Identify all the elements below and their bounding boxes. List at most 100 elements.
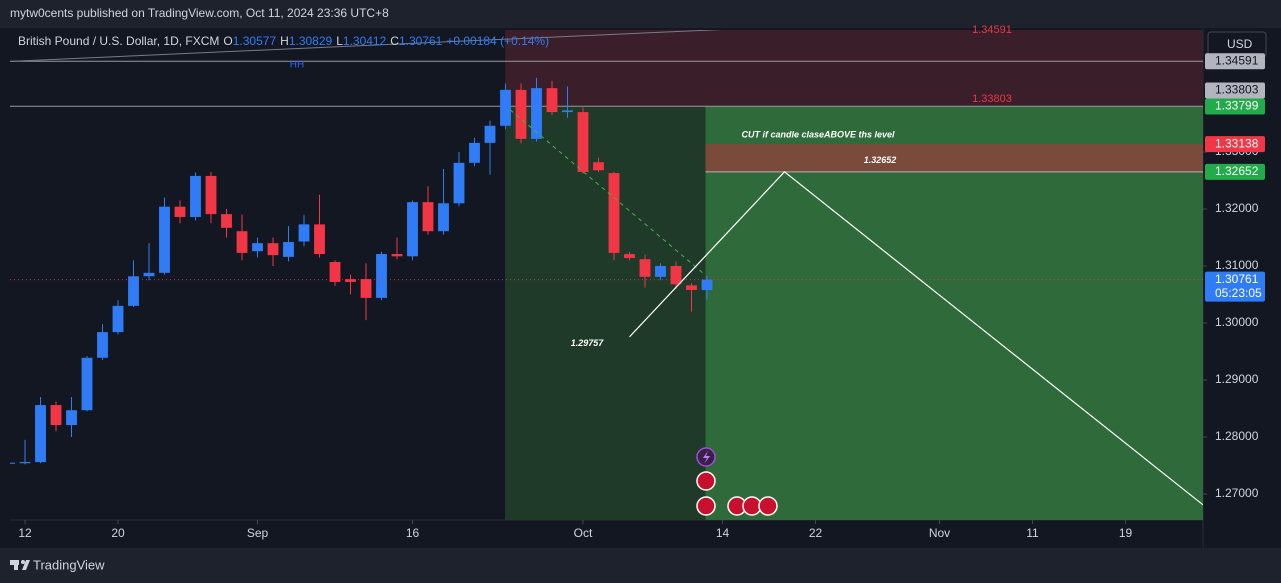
candle-body xyxy=(500,89,511,126)
candle-body xyxy=(190,175,201,217)
footer-bar xyxy=(0,548,1281,583)
legend-value: 1.30412 xyxy=(343,34,387,48)
y-tick-label: 1.27000 xyxy=(1215,486,1259,500)
x-tick-label: 11 xyxy=(1026,526,1039,540)
x-tick-label: Sep xyxy=(247,526,269,540)
candle-body xyxy=(546,88,558,113)
candle-body xyxy=(577,112,589,172)
y-tick-label: 1.28000 xyxy=(1215,429,1259,443)
low-level-text: 1.29757 xyxy=(571,338,605,348)
candle-body xyxy=(97,332,108,358)
candle-body xyxy=(515,89,527,139)
publisher-line: mytw0cents published on TradingView.com,… xyxy=(10,6,389,20)
x-tick-label: 20 xyxy=(111,526,125,540)
price-label-box xyxy=(1205,98,1265,115)
candle-body xyxy=(252,243,263,252)
candle-body xyxy=(360,279,372,298)
price-label: 1.33138 xyxy=(1215,136,1259,150)
price-label-box xyxy=(1205,163,1265,180)
plot-area xyxy=(10,30,1203,520)
candle-body xyxy=(562,110,573,113)
legend-prefix: H xyxy=(280,34,289,48)
candle-body xyxy=(35,405,46,463)
candle-body xyxy=(453,162,465,204)
countdown: 05:23:05 xyxy=(1215,286,1262,300)
candle-body xyxy=(391,254,403,257)
y-tick-label: 1.29000 xyxy=(1215,372,1259,386)
candle-body xyxy=(438,203,449,232)
legend: British Pound / U.S. Dollar, 1D, FXCM O1.… xyxy=(18,34,549,48)
price-label-box xyxy=(1205,53,1265,70)
candle-body xyxy=(593,162,604,171)
x-tick-label: 14 xyxy=(716,526,730,540)
x-tick-label: 19 xyxy=(1119,526,1133,540)
candle-body xyxy=(608,173,620,253)
x-tick-label: 22 xyxy=(809,526,823,540)
price-label: 1.34591 xyxy=(1215,53,1259,67)
dashed-line xyxy=(509,109,706,276)
candle-body xyxy=(701,279,713,291)
price-label: 1.33799 xyxy=(1215,99,1259,113)
candle-body xyxy=(655,265,666,277)
x-tick-label: Nov xyxy=(929,526,950,540)
candle-body xyxy=(314,224,325,255)
candle-body xyxy=(329,262,341,282)
y-tick-label: 1.30000 xyxy=(1215,315,1259,329)
candle-body xyxy=(205,175,217,215)
overlay: 1.27000 1.28000 1.29000 1.30000 1.31000 1.320… xyxy=(18,24,1265,540)
candle-body xyxy=(469,142,480,163)
candle-body xyxy=(159,206,170,273)
price-label-box xyxy=(1205,136,1265,153)
candle-body xyxy=(298,224,310,242)
cut-box xyxy=(705,144,1203,172)
x-tick-label: 16 xyxy=(406,526,420,540)
candle-body xyxy=(345,279,356,282)
candle-body xyxy=(624,254,635,259)
x-tick-label: Oct xyxy=(574,526,593,540)
y-tick-label: 1.31000 xyxy=(1215,258,1259,272)
candle-body xyxy=(236,231,248,253)
candle-body xyxy=(221,214,232,228)
candle-body xyxy=(670,265,682,285)
trend-line xyxy=(10,30,723,62)
candle-body xyxy=(174,206,186,217)
candle-body xyxy=(376,254,387,298)
candle-body xyxy=(422,202,434,232)
price-label: 1.33803 xyxy=(1215,83,1259,97)
candle-body xyxy=(128,276,139,306)
legend-change: +0.00184 (+0.14%) xyxy=(446,34,549,48)
candle-body xyxy=(143,272,155,277)
last-price-box xyxy=(1205,271,1265,302)
legend-prefix: L xyxy=(336,34,343,48)
legend-value: 1.30829 xyxy=(289,34,333,48)
y-tick-label: 1.32000 xyxy=(1215,201,1259,215)
entry-level-text: 1.33803 xyxy=(972,93,1012,105)
candle-body xyxy=(407,202,418,257)
candle-body xyxy=(283,242,294,257)
candle-body xyxy=(484,125,496,143)
brand-logo xyxy=(10,560,30,570)
price-label: 1.32652 xyxy=(1215,164,1259,178)
candle-body xyxy=(19,462,31,464)
price-label-box xyxy=(1205,82,1265,99)
candle-body xyxy=(686,285,697,290)
candle-body xyxy=(639,259,651,277)
legend-value: 1.30761 xyxy=(399,34,443,48)
swing-label: HH xyxy=(290,60,304,71)
currency[interactable]: USD xyxy=(1227,37,1253,51)
candle-body xyxy=(267,243,279,256)
stop-zone xyxy=(505,30,1203,107)
stop-level-text: 1.34591 xyxy=(972,24,1012,36)
legend-prefix: C xyxy=(390,34,399,48)
legend-title: British Pound / U.S. Dollar, 1D, FXCM xyxy=(18,34,219,48)
projection-path xyxy=(629,171,1203,506)
event-icons xyxy=(696,447,778,516)
candle-body xyxy=(50,405,62,426)
brand-name: TradingView xyxy=(33,557,105,572)
last-price: 1.30761 xyxy=(1215,272,1259,286)
legend-value: 1.30577 xyxy=(233,34,277,48)
target-zone-past xyxy=(505,106,706,520)
candle-body xyxy=(10,462,15,464)
candle-body xyxy=(531,88,542,139)
